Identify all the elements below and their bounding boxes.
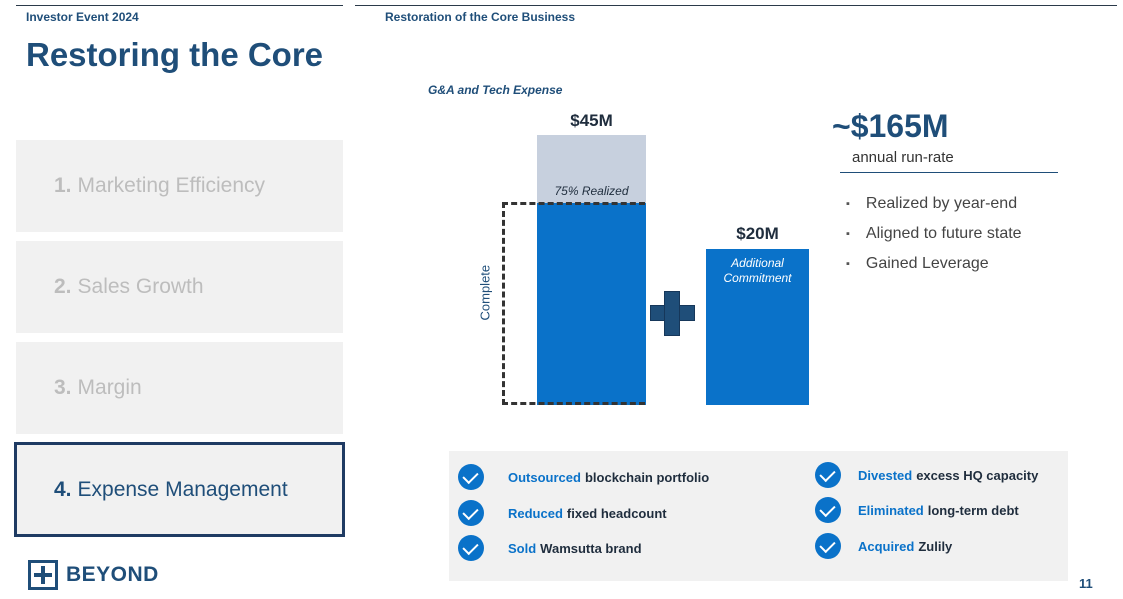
action-item-eliminated: Eliminated long-term debt (815, 497, 1019, 523)
chart-title: G&A and Tech Expense (428, 83, 563, 97)
action-item-outsourced: Outsourced blockchain portfolio (458, 464, 709, 490)
action-verb: Sold (508, 540, 537, 556)
bar-20m-commitment (706, 249, 809, 405)
logo-mark-icon (28, 560, 58, 590)
action-text: fixed headcount (566, 505, 667, 521)
action-verb: Divested (858, 467, 913, 483)
check-circle-icon (815, 533, 841, 559)
check-circle-icon (815, 497, 841, 523)
complete-bracket (502, 202, 645, 405)
bullet-item: Aligned to future state (846, 219, 1022, 249)
menu-item-number: 2. (54, 275, 72, 298)
run-rate-label: annual run-rate (852, 149, 954, 166)
bar-value-label-45m: $45M (570, 111, 613, 130)
menu-item-number: 4. (54, 477, 72, 501)
run-rate-value: ~$165M (832, 108, 949, 144)
page-title: Restoring the Core (26, 36, 324, 73)
action-text: Wamsutta brand (540, 540, 642, 556)
menu-item-sales-growth: 2. Sales Growth (16, 241, 343, 333)
bar-value-label-20m: $20M (736, 224, 779, 243)
action-text: long-term debt (927, 502, 1019, 518)
action-verb: Acquired (858, 538, 915, 554)
bar-45m-remaining (537, 135, 646, 203)
check-circle-icon (458, 500, 484, 526)
action-item-divested: Divested excess HQ capacity (815, 462, 1038, 488)
summary-bullets: Realized by year-end Aligned to future s… (846, 189, 1022, 279)
header-rule-right (355, 5, 1117, 6)
logo-text: BEYOND (66, 563, 159, 586)
menu-item-label: Marketing Efficiency (77, 174, 266, 197)
action-text: blockchain portfolio (584, 469, 710, 485)
realized-label: 75% Realized (554, 183, 629, 198)
company-logo: BEYOND (28, 560, 159, 590)
plus-icon-vertical (664, 291, 680, 336)
menu-item-number: 3. (54, 376, 72, 399)
bar-45m-realized (537, 202, 646, 405)
action-text: excess HQ capacity (916, 467, 1039, 483)
action-verb: Reduced (508, 505, 563, 521)
menu-item-margin: 3. Margin (16, 342, 343, 434)
action-text: Zulily (918, 538, 953, 554)
menu-item-number: 1. (54, 174, 72, 197)
complete-label: Complete (477, 264, 493, 321)
check-circle-icon (458, 535, 484, 561)
menu-item-expense-management: 4. Expense Management (14, 442, 345, 537)
menu-item-marketing-efficiency: 1. Marketing Efficiency (16, 140, 343, 232)
page-number: 11 (1079, 576, 1093, 591)
action-verb: Eliminated (858, 502, 924, 518)
menu-item-label: Expense Management (77, 477, 288, 501)
action-item-sold: Sold Wamsutta brand (458, 535, 642, 561)
bullet-item: Gained Leverage (846, 249, 1022, 279)
action-item-reduced: Reduced fixed headcount (458, 500, 667, 526)
check-circle-icon (458, 464, 484, 490)
actions-panel (449, 451, 1068, 581)
bullet-item: Realized by year-end (846, 189, 1022, 219)
check-circle-icon (815, 462, 841, 488)
header-rule-left (16, 5, 343, 6)
action-verb: Outsourced (508, 469, 581, 485)
run-rate-rule (840, 172, 1058, 173)
section-label: Restoration of the Core Business (385, 10, 576, 24)
additional-commitment-label: Additional Commitment (723, 256, 792, 285)
menu-item-label: Margin (77, 376, 142, 399)
action-item-acquired: Acquired Zulily (815, 533, 952, 559)
event-label: Investor Event 2024 (26, 10, 139, 24)
menu-item-label: Sales Growth (77, 275, 204, 298)
